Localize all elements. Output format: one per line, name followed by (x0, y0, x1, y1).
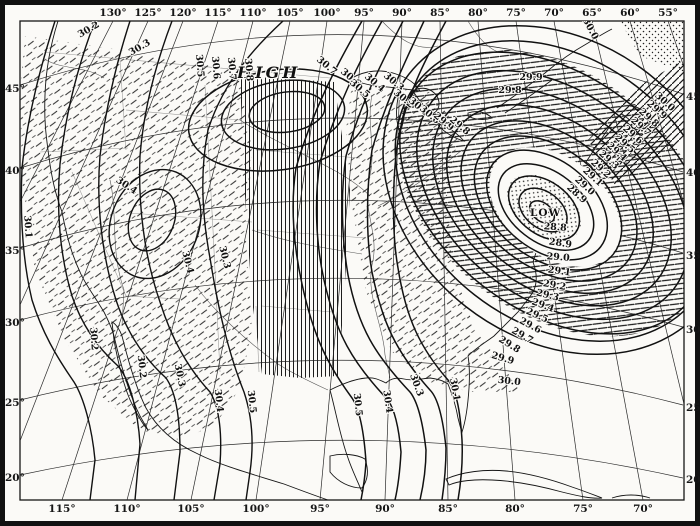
longitude-label-top: 60° (620, 7, 640, 19)
isobar-label: 29.1 (547, 264, 571, 278)
longitude-label-bottom: 115° (48, 503, 75, 515)
latitude-label-right: 20° (686, 474, 700, 486)
isobar-label: 30.0 (497, 375, 522, 388)
graticule-coordinate-labels: 130° 125° 120° 115° 110° 105° 100° 95° 90° 85° 80°… (5, 7, 700, 515)
dot-region-northeast (620, 21, 684, 72)
isobar-label: 29.9 (519, 72, 543, 83)
isobar-label: 30.5 (193, 54, 206, 78)
isobar-label: 28.9 (548, 236, 573, 250)
latitude-label-left: 20° (5, 472, 25, 484)
longitude-label-top: 70° (544, 7, 564, 19)
longitude-label-bottom: 85° (438, 503, 458, 515)
isobar-label: 30.7 (225, 57, 238, 81)
longitude-label-top: 125° (134, 7, 161, 19)
isobar-label: 29.8 (498, 85, 522, 96)
longitude-label-top: 100° (313, 7, 340, 19)
dot-region-low-core (506, 174, 582, 242)
longitude-label-bottom: 100° (242, 503, 269, 515)
latitude-label-left: 35° (5, 245, 25, 257)
longitude-label-top: 110° (239, 7, 266, 19)
longitude-label-top: 80° (468, 7, 488, 19)
longitude-label-top: 105° (276, 7, 303, 19)
latitude-label-left: 30° (5, 317, 25, 329)
isobar-label: 30.5 (245, 390, 258, 414)
longitude-label-top: 85° (430, 7, 450, 19)
longitude-label-top: 55° (658, 7, 678, 19)
isobar-label: 30.4 (212, 389, 225, 414)
longitude-label-bottom: 80° (505, 503, 525, 515)
latitude-label-left: 40° (5, 165, 25, 177)
longitude-label-bottom: 70° (633, 503, 653, 515)
isobar-label: 30.1 (447, 377, 462, 402)
latitude-label-right: 35° (686, 250, 700, 262)
isobar-label: 30.1 (21, 215, 34, 239)
isobars-west (20, 21, 284, 500)
low-center-label: LOW (530, 207, 561, 219)
longitude-label-bottom: 110° (113, 503, 140, 515)
isobar-label: 30.6 (209, 56, 222, 80)
latitude-label-left: 45° (5, 83, 25, 95)
latitude-label-right: 40° (686, 167, 700, 179)
isobars-low (382, 24, 684, 356)
isobar-label: 30.2 (135, 355, 148, 379)
longitude-label-top: 95° (354, 7, 374, 19)
longitude-label-top: 130° (99, 7, 126, 19)
longitude-label-bottom: 95° (310, 503, 330, 515)
longitude-label-top: 120° (169, 7, 196, 19)
latitude-label-right: 30° (686, 324, 700, 336)
longitude-label-bottom: 105° (177, 503, 204, 515)
latitude-label-right: 25° (686, 402, 700, 414)
isobar-label: 30.4 (380, 389, 394, 414)
isobar-label: 30.8 (242, 58, 255, 82)
latitude-label-right: 45° (686, 91, 700, 103)
isobar-label: 28.8 (543, 221, 567, 234)
longitude-label-bottom: 90° (375, 503, 395, 515)
isobar-label: 29.2 (542, 278, 567, 293)
longitude-label-top: 90° (392, 7, 412, 19)
longitude-label-top: 65° (582, 7, 602, 19)
latitude-label-left: 25° (5, 397, 25, 409)
longitude-label-bottom: 75° (573, 503, 593, 515)
high-center-label: HIGH (236, 63, 300, 82)
isobar-label: 29.0 (546, 251, 570, 264)
longitude-label-top: 75° (506, 7, 526, 19)
isobars-high (187, 68, 369, 172)
stipple-region-west (20, 36, 252, 440)
hatch-region-northeast-coast (588, 60, 684, 185)
isobar-label: 30.5 (351, 393, 364, 417)
longitude-label-top: 115° (204, 7, 231, 19)
isobar-label: 30.2 (87, 327, 100, 351)
